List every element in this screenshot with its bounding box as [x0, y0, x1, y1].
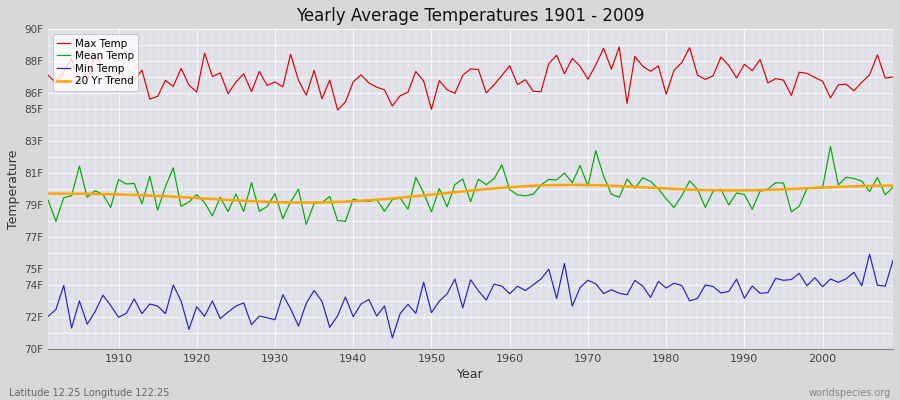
Min Temp	[42, 314, 53, 319]
Min Temp	[864, 252, 875, 257]
20 Yr Trend	[332, 200, 343, 204]
Text: Latitude 12.25 Longitude 122.25: Latitude 12.25 Longitude 122.25	[9, 388, 169, 398]
Max Temp	[504, 63, 515, 68]
Max Temp	[332, 108, 343, 112]
20 Yr Trend	[887, 183, 898, 188]
Mean Temp	[42, 198, 53, 203]
Mean Temp	[504, 187, 515, 192]
Line: 20 Yr Trend: 20 Yr Trend	[48, 185, 893, 202]
20 Yr Trend	[301, 200, 311, 205]
20 Yr Trend	[105, 192, 116, 197]
Max Temp	[887, 74, 898, 79]
Mean Temp	[301, 222, 311, 227]
Mean Temp	[606, 192, 616, 197]
Min Temp	[606, 287, 616, 292]
Mean Temp	[105, 205, 116, 210]
Min Temp	[887, 258, 898, 263]
20 Yr Trend	[512, 184, 523, 189]
20 Yr Trend	[567, 182, 578, 187]
Line: Min Temp: Min Temp	[48, 254, 893, 338]
Max Temp	[277, 84, 288, 89]
Text: worldspecies.org: worldspecies.org	[809, 388, 891, 398]
Max Temp	[42, 73, 53, 78]
Min Temp	[387, 336, 398, 340]
Line: Max Temp: Max Temp	[48, 47, 893, 110]
Min Temp	[277, 292, 288, 297]
Min Temp	[512, 284, 523, 289]
Min Temp	[504, 291, 515, 296]
X-axis label: Year: Year	[457, 368, 484, 381]
Min Temp	[324, 325, 335, 330]
20 Yr Trend	[277, 200, 288, 205]
20 Yr Trend	[42, 191, 53, 196]
Mean Temp	[825, 144, 836, 149]
Legend: Max Temp, Mean Temp, Min Temp, 20 Yr Trend: Max Temp, Mean Temp, Min Temp, 20 Yr Tre…	[53, 34, 139, 91]
Min Temp	[105, 303, 116, 308]
Max Temp	[606, 67, 616, 72]
Mean Temp	[512, 192, 523, 197]
Max Temp	[512, 82, 523, 87]
Mean Temp	[277, 216, 288, 221]
Mean Temp	[887, 185, 898, 190]
20 Yr Trend	[614, 184, 625, 188]
Max Temp	[105, 80, 116, 84]
20 Yr Trend	[504, 185, 515, 190]
Max Temp	[614, 44, 625, 49]
Max Temp	[324, 78, 335, 82]
Mean Temp	[332, 218, 343, 223]
Line: Mean Temp: Mean Temp	[48, 146, 893, 224]
Y-axis label: Temperature: Temperature	[7, 150, 20, 229]
Title: Yearly Average Temperatures 1901 - 2009: Yearly Average Temperatures 1901 - 2009	[296, 7, 644, 25]
